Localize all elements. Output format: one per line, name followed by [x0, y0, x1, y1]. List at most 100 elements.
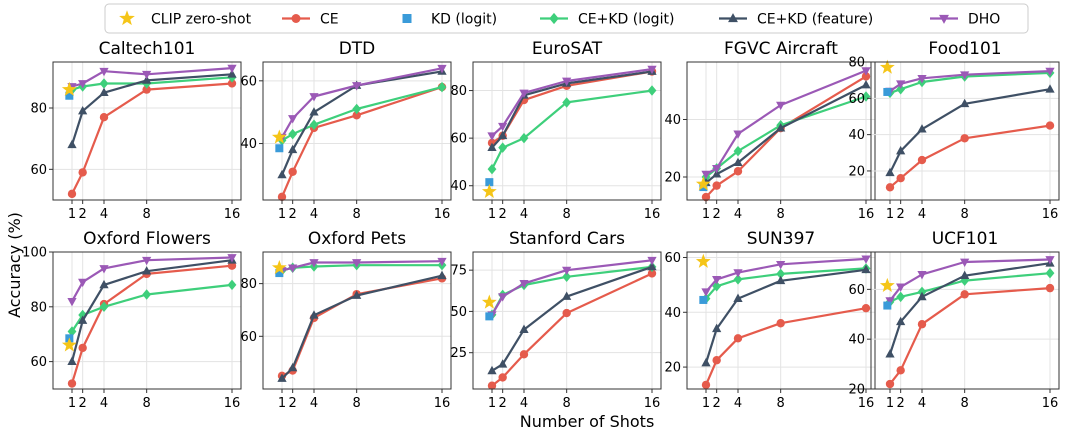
point-ce — [498, 373, 507, 382]
point-cekdf — [885, 167, 895, 177]
y-tick-label: 40 — [240, 137, 257, 152]
point-dho — [78, 278, 88, 288]
point-cekdf — [288, 144, 298, 154]
point-dho — [99, 265, 109, 274]
point-clip — [61, 81, 77, 96]
point-cekdf — [142, 75, 152, 84]
point-ce — [142, 85, 151, 94]
y-tick-label: 20 — [664, 171, 681, 186]
point-cekdf — [277, 373, 287, 382]
legend-marker-dho — [939, 14, 949, 24]
x-tick-label: 1 — [702, 207, 710, 222]
point-ce — [776, 319, 785, 328]
point-dho — [288, 115, 298, 124]
point-cekdf — [498, 359, 508, 368]
legend-item-kd: KD (logit) — [402, 12, 497, 28]
x-tick-label: 16 — [1042, 396, 1059, 411]
series-line-ce — [889, 287, 1051, 385]
point-dho — [647, 256, 657, 266]
panel-title: Food101 — [928, 39, 1001, 59]
x-tick-label: 1 — [488, 207, 496, 222]
y-tick-label: 60 — [30, 163, 47, 178]
point-ce — [885, 183, 895, 192]
point-cekdf — [352, 290, 362, 299]
x-tick-label: 1 — [68, 396, 76, 411]
point-dho — [896, 283, 906, 292]
legend-marker-kd — [402, 14, 412, 23]
point-cekd — [142, 289, 152, 300]
point-cekd — [733, 274, 743, 285]
x-tick-label: 4 — [734, 207, 742, 222]
series-line-cekd — [71, 283, 233, 333]
point-cekdf — [437, 270, 447, 280]
legend-item-cekdf: CE+KD (feature) — [719, 12, 873, 28]
panel-title: Oxford Pets — [308, 229, 406, 249]
x-tick-label: 1 — [886, 207, 894, 222]
y-tick-label: 60 — [30, 355, 47, 370]
point-cekd — [861, 91, 871, 102]
point-cekd — [519, 132, 529, 144]
point-ce — [885, 379, 895, 389]
x-tick-label: 16 — [224, 396, 241, 411]
point-kd — [485, 178, 494, 187]
point-ce — [99, 113, 109, 122]
point-clip — [481, 183, 497, 198]
point-cekdf — [712, 323, 722, 333]
point-cekdf — [498, 130, 508, 140]
point-dho — [67, 297, 77, 307]
point-cekdf — [67, 356, 77, 365]
x-tick-label: 8 — [777, 396, 785, 411]
series-line-cekd — [889, 272, 1051, 303]
point-ce — [487, 381, 497, 390]
point-cekdf — [309, 107, 319, 116]
panel-food101: Food101 1 2 4 8 16 20 40 60 80 — [848, 39, 1060, 222]
panel-title: Caltech101 — [99, 39, 196, 59]
point-dho — [519, 89, 529, 98]
point-cekd — [99, 301, 109, 313]
y-tick-label: 60 — [240, 330, 257, 345]
series-line-cekd — [705, 95, 867, 178]
x-tick-label: 16 — [644, 207, 661, 222]
point-kd — [883, 301, 892, 310]
x-tick-label: 2 — [713, 207, 721, 222]
point-kd — [883, 87, 892, 96]
point-ce — [67, 379, 77, 388]
x-tick-label: 2 — [713, 396, 721, 411]
point-cekdf — [288, 362, 298, 372]
x-tick-label: 4 — [520, 396, 528, 411]
point-ce — [712, 356, 721, 365]
point-ce — [733, 334, 743, 343]
legend-label-cekd: CE+KD (logit) — [578, 12, 674, 28]
y-tick-label: 40 — [664, 113, 681, 128]
y-tick-label: 20 — [664, 361, 681, 376]
x-tick-label: 1 — [886, 396, 894, 411]
point-cekd — [437, 81, 447, 93]
legend-item-dho: DHO — [930, 12, 1000, 28]
point-cekd — [352, 103, 362, 115]
series-line-cekdf — [280, 70, 443, 176]
x-tick-label: 16 — [858, 207, 875, 222]
point-clip — [271, 129, 287, 144]
point-ce — [78, 168, 87, 177]
point-dho — [288, 264, 298, 273]
series-line-ce — [704, 307, 867, 386]
point-ce — [701, 192, 711, 202]
x-tick-label: 8 — [961, 396, 969, 411]
point-ce — [960, 134, 969, 143]
point-kd — [275, 144, 284, 153]
point-ce — [712, 181, 721, 190]
point-dho — [78, 80, 88, 89]
x-tick-label: 4 — [100, 207, 108, 222]
series-line-cekdf — [281, 274, 443, 380]
x-tick-label: 4 — [918, 396, 926, 411]
series-line-ce — [491, 272, 653, 387]
point-dho — [885, 297, 895, 306]
point-ce — [352, 111, 361, 120]
series-line-cekd — [889, 71, 1051, 94]
point-dho — [776, 260, 786, 270]
panel-oxford-pets: Oxford Pets 1 2 4 8 16 60 80 — [240, 229, 452, 411]
point-ce — [733, 167, 743, 176]
point-dho — [701, 170, 711, 180]
point-kd — [485, 312, 494, 321]
